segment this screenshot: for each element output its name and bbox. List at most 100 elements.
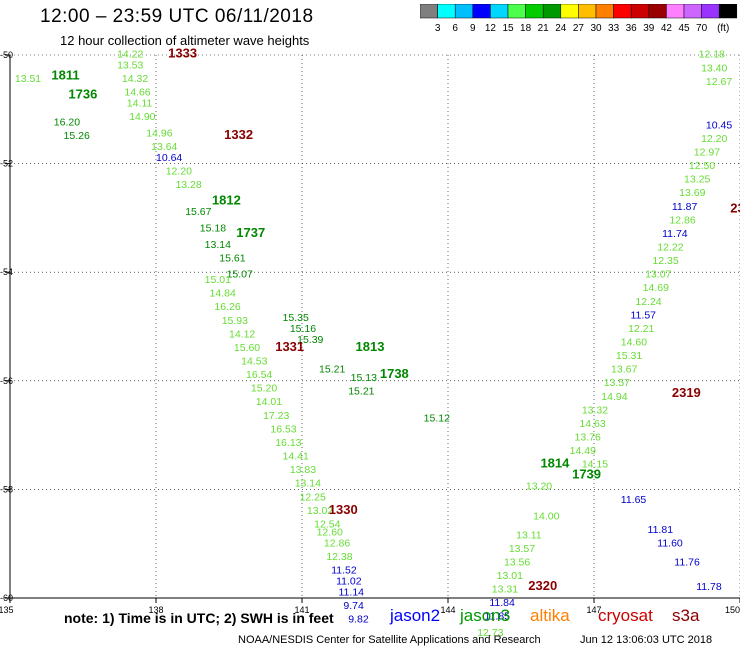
wave-height-value: 16.54 (246, 369, 272, 381)
wave-height-value: 12.20 (701, 133, 727, 145)
wave-height-value: 13.67 (611, 364, 637, 376)
wave-height-value: 16.53 (270, 423, 296, 435)
wave-height-value: 15.39 (297, 334, 323, 346)
pass-id-label: 1739 (572, 467, 601, 482)
wave-height-value: 11.84 (489, 597, 515, 609)
wave-height-value: 12.86 (669, 214, 695, 226)
pass-id-label: 1814 (540, 456, 570, 471)
colorbar-tick: 24 (555, 23, 567, 34)
wave-height-value: 15.67 (185, 206, 211, 218)
wave-height-value: 15.01 (205, 274, 231, 286)
colorbar-tick: 36 (626, 23, 638, 34)
colorbar-tick: 30 (590, 23, 602, 34)
wave-height-value: 12.67 (706, 76, 732, 88)
wave-height-value: 11.76 (674, 556, 700, 568)
wave-height-value: 11.81 (648, 524, 674, 536)
wave-height-value: 16.13 (275, 437, 301, 449)
wave-height-value: 14.00 (533, 510, 559, 522)
colorbar-tick: 3 (435, 23, 441, 34)
wave-height-value: 14.66 (124, 87, 150, 99)
wave-height-value: 13.64 (151, 141, 177, 153)
pass-id-label: 1738 (380, 366, 409, 381)
pass-id-label: 2319 (672, 385, 701, 400)
wave-height-value: 13.83 (290, 464, 316, 476)
wave-height-value: 13.02 (307, 505, 333, 517)
wave-height-value: 13.28 (175, 179, 201, 191)
wave-height-value: 15.16 (290, 323, 316, 335)
y-tick-label: -60 (0, 593, 13, 603)
pass-id-label: 1813 (356, 339, 385, 354)
wave-height-value: 14.69 (643, 282, 669, 294)
wave-height-value: 12.97 (694, 146, 720, 158)
colorbar-tick: 9 (470, 23, 476, 34)
colorbar-tick: 21 (538, 23, 550, 34)
wave-height-value: 13.20 (526, 480, 552, 492)
wave-height-value: 15.18 (200, 222, 226, 234)
wave-height-value: 13.01 (497, 570, 523, 582)
wave-height-value: 14.49 (570, 445, 596, 457)
footer-credit: NOAA/NESDIS Center for Satellite Applica… (238, 634, 541, 646)
x-tick-label: 150 (725, 605, 740, 615)
wave-height-value: 11.02 (336, 575, 362, 587)
wave-height-value: 11.87 (672, 201, 698, 213)
x-tick-label: 147 (586, 605, 601, 615)
note-text: note: 1) Time is in UTC; 2) SWH is in fe… (64, 610, 334, 626)
map-subtitle: 12 hour collection of altimeter wave hei… (60, 33, 310, 48)
y-tick-label: -54 (0, 267, 13, 277)
wave-height-value: 15.20 (251, 383, 277, 395)
wave-height-value: 15.26 (64, 130, 90, 142)
x-tick-label: 135 (0, 605, 14, 615)
wave-height-value: 14.96 (146, 127, 172, 139)
wave-height-value: 14.84 (210, 288, 236, 300)
wave-height-value: 12.60 (317, 527, 343, 539)
wave-height-value: 12.50 (689, 160, 715, 172)
x-tick-label: 144 (440, 605, 455, 615)
wave-height-value: 14.94 (601, 391, 627, 403)
wave-height-value: 15.35 (283, 312, 309, 324)
wave-height-value: 15.07 (227, 269, 253, 281)
color-scale-bar: 3 6 9 12 15 18 21 24 27 30 33 36 39 42 45 70 (ft) (420, 4, 738, 34)
legend-s3a: s3a (672, 606, 700, 625)
x-tick-label: 141 (294, 605, 309, 615)
wave-height-value: 17.23 (263, 410, 289, 422)
wave-height-value: 11.85 (485, 611, 511, 623)
wave-height-value: 13.07 (645, 269, 671, 281)
wave-height-value: 9.82 (348, 613, 369, 625)
wave-height-value: 12.20 (166, 165, 192, 177)
wave-height-value: 14.90 (129, 111, 155, 123)
colorbar-tick: 39 (643, 23, 655, 34)
wave-height-value: 13.53 (117, 60, 143, 72)
wave-height-value: 12.25 (300, 491, 326, 503)
wave-height-value: 11.57 (631, 309, 657, 321)
wave-height-value: 11.65 (621, 494, 647, 506)
pass-id-label: 1811 (51, 67, 79, 82)
wave-height-value: 10.64 (156, 152, 182, 164)
wave-height-value: 12.21 (628, 323, 654, 335)
wave-height-value: 11.74 (662, 228, 688, 240)
wave-height-value: 15.21 (348, 385, 374, 397)
wave-height-value: 13.76 (575, 432, 601, 444)
pass-id-label: 1737 (236, 225, 265, 240)
colorbar-tick: 45 (678, 23, 690, 34)
wave-height-value: 15.60 (234, 342, 260, 354)
wave-height-value: 14.12 (229, 328, 255, 340)
wave-height-value: 15.31 (616, 350, 642, 362)
wave-height-value: 12.73 (477, 627, 503, 639)
wave-height-value: 13.40 (701, 62, 727, 74)
wave-height-value: 13.11 (516, 529, 542, 541)
wave-height-value: 12.86 (324, 537, 350, 549)
wave-height-value: 12.38 (326, 551, 352, 563)
x-tick-label: 138 (148, 605, 163, 615)
colorbar-swatch (718, 4, 738, 19)
colorbar-tick: 15 (502, 23, 514, 34)
wave-height-value: 13.31 (492, 584, 518, 596)
wave-height-value: 15.13 (351, 372, 377, 384)
wave-height-value: 15.12 (424, 413, 450, 425)
wave-height-value: 10.45 (706, 119, 732, 131)
y-tick-label: -50 (0, 50, 13, 60)
wave-height-value: 11.60 (657, 537, 683, 549)
wave-height-value: 14.22 (117, 49, 143, 61)
colorbar-tick: 6 (452, 23, 458, 34)
wave-height-value: 14.60 (621, 337, 647, 349)
pass-id-label: 1812 (212, 192, 241, 207)
